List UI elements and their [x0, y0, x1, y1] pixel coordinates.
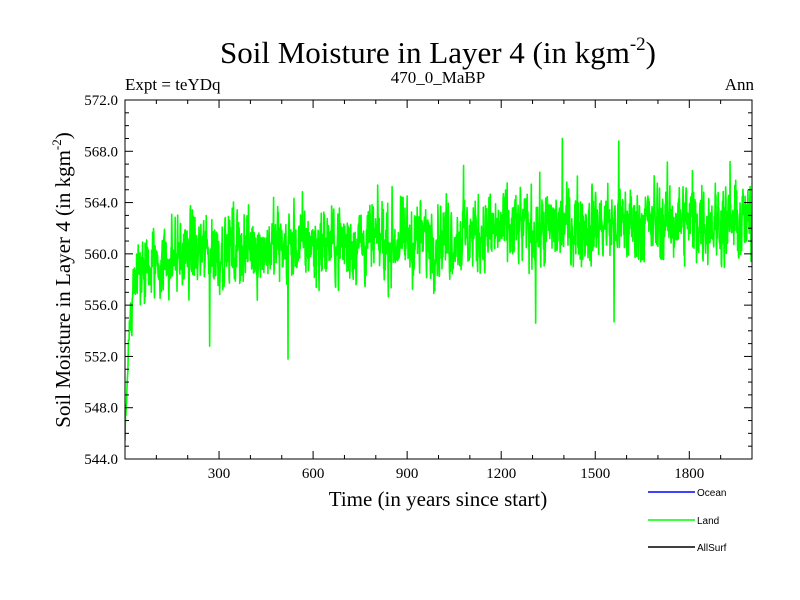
x-tick-label: 1200: [486, 466, 516, 482]
y-axis: 544.0 548.0 552.0 556.0 560.0 564.0 568.0 572.0: [84, 93, 752, 468]
subtitle-period: 470_0_MaBP: [391, 68, 485, 87]
x-tick-label: 600: [302, 466, 325, 482]
legend-label-ocean: Ocean: [697, 488, 726, 499]
y-tick-label: 544.0: [84, 452, 118, 468]
x-axis-label: Time (in years since start): [329, 487, 548, 511]
title-main: Soil Moisture in Layer 4 (in kgm: [220, 35, 630, 70]
series-layer: [125, 137, 752, 441]
x-tick-label: 1500: [580, 466, 610, 482]
x-axis: 300 600 900 1200 1500 1800: [155, 100, 722, 482]
x-tick-label: 300: [208, 466, 231, 482]
legend-label-land: Land: [697, 516, 719, 527]
subtitle-expt: Expt = teYDq: [125, 75, 221, 94]
y-tick-label: 568.0: [84, 144, 118, 160]
x-tick-label: 1800: [674, 466, 704, 482]
y-axis-label-superscript: -2: [49, 139, 64, 150]
y-axis-label-close: ): [51, 132, 75, 139]
y-tick-label: 564.0: [84, 196, 118, 212]
y-axis-label-main: Soil Moisture in Layer 4 (in kgm: [51, 150, 75, 428]
y-tick-label: 556.0: [84, 298, 118, 314]
y-tick-label: 560.0: [84, 247, 118, 263]
title-superscript: -2: [630, 34, 646, 55]
series-line-land: [125, 137, 752, 441]
legend-label-allsurf: AllSurf: [697, 543, 727, 554]
y-tick-label: 552.0: [84, 349, 118, 365]
legend: Ocean Land AllSurf: [648, 488, 727, 554]
chart-title: Soil Moisture in Layer 4 (in kgm-2): [220, 34, 656, 70]
y-tick-label: 548.0: [84, 401, 118, 417]
subtitle-season: Ann: [725, 75, 755, 94]
y-tick-label: 572.0: [84, 93, 118, 109]
title-close: ): [646, 35, 656, 70]
y-axis-label: Soil Moisture in Layer 4 (in kgm-2): [49, 132, 75, 427]
x-tick-label: 900: [396, 466, 419, 482]
